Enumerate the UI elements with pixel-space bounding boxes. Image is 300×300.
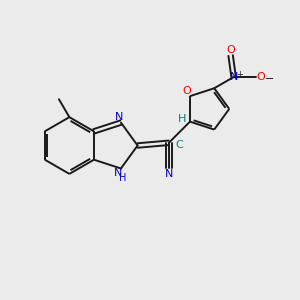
Text: H: H [177,114,186,124]
Text: H: H [119,173,126,183]
Text: N: N [115,112,124,122]
Text: N: N [114,168,122,178]
Text: +: + [236,70,243,79]
Text: C: C [176,140,183,150]
Text: O: O [226,45,235,55]
Text: O: O [256,72,265,82]
Text: O: O [183,86,191,96]
Text: N: N [165,169,173,179]
Text: N: N [230,72,238,82]
Text: −: − [265,74,274,84]
